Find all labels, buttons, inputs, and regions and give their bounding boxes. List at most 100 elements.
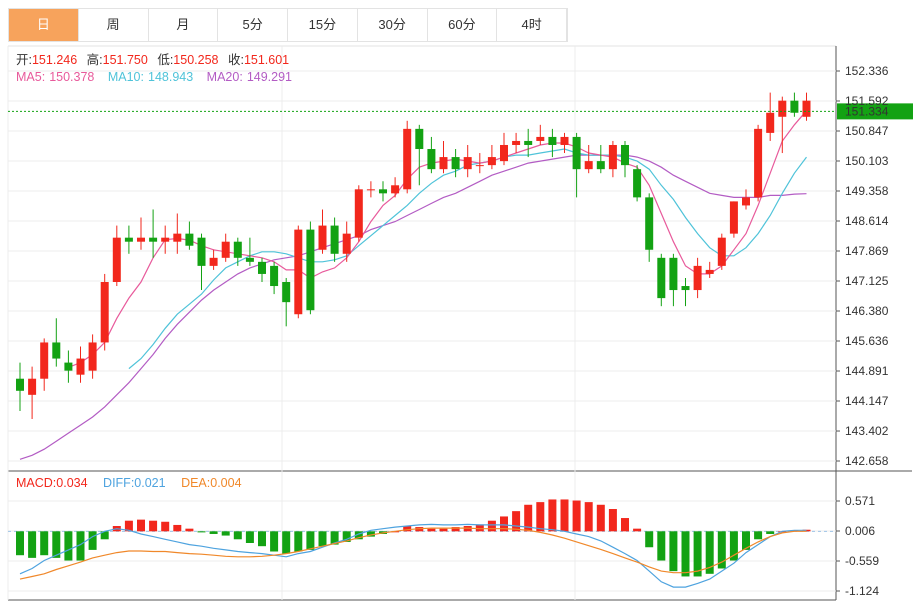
candle-body bbox=[729, 201, 738, 234]
candle-body bbox=[354, 189, 363, 238]
macd-bar bbox=[64, 531, 73, 561]
candle-body bbox=[124, 237, 133, 242]
candle-body bbox=[366, 189, 375, 191]
macd-bar bbox=[306, 531, 315, 550]
candle-body bbox=[270, 265, 279, 287]
candle-body bbox=[245, 257, 254, 262]
candle-body bbox=[645, 197, 654, 250]
price-tick-label: 150.847 bbox=[845, 124, 889, 138]
candle-body bbox=[439, 157, 448, 170]
ma20-line bbox=[19, 154, 807, 460]
candle-body bbox=[221, 241, 230, 258]
candle-body bbox=[621, 144, 629, 166]
price-tick-label: 149.358 bbox=[845, 184, 889, 198]
price-tick-label: 152.336 bbox=[845, 64, 889, 78]
tab-0[interactable]: 日 bbox=[9, 9, 79, 41]
candle-body bbox=[330, 225, 339, 254]
candle-body bbox=[524, 140, 533, 145]
candle-body bbox=[669, 257, 678, 291]
candle-body bbox=[52, 342, 61, 359]
macd-bar bbox=[524, 504, 533, 532]
candle-body bbox=[149, 237, 158, 242]
current-price-label: 151.334 bbox=[845, 104, 889, 118]
price-tick-label: 147.869 bbox=[845, 244, 889, 258]
candle-body bbox=[500, 144, 508, 162]
candle-body bbox=[64, 362, 73, 371]
price-tick-label: 146.380 bbox=[845, 304, 889, 318]
macd-bar bbox=[52, 531, 61, 558]
candle-body bbox=[306, 229, 315, 311]
ma10-line bbox=[128, 148, 807, 370]
macd-bar bbox=[221, 531, 230, 536]
macd-bar bbox=[185, 528, 194, 532]
candle-body bbox=[282, 281, 291, 303]
macd-bar bbox=[342, 531, 351, 542]
candle-body bbox=[802, 100, 811, 117]
macd-bar bbox=[754, 531, 763, 540]
macd-bar bbox=[657, 531, 666, 561]
macd-bar bbox=[197, 531, 206, 533]
macd-tick-label: -1.124 bbox=[845, 584, 879, 598]
price-tick-label: 144.147 bbox=[845, 394, 889, 408]
macd-bar bbox=[354, 531, 363, 540]
candle-body bbox=[112, 237, 121, 282]
current-price-badge bbox=[837, 103, 913, 120]
tab-2[interactable]: 月 bbox=[149, 9, 219, 41]
macd-bar bbox=[439, 528, 448, 532]
tab-7[interactable]: 4时 bbox=[497, 9, 567, 41]
macd-bar bbox=[282, 531, 291, 554]
tab-1[interactable]: 周 bbox=[79, 9, 149, 41]
period-tabs: 日周月 5分 15分 30分 60分 4时 bbox=[8, 8, 568, 42]
candle-body bbox=[475, 165, 484, 167]
macd-bar bbox=[742, 531, 750, 550]
macd-bar bbox=[487, 520, 496, 532]
macd-bar bbox=[40, 531, 49, 556]
macd-bar bbox=[621, 518, 629, 532]
candle-body bbox=[512, 140, 521, 145]
candle-body bbox=[427, 149, 436, 170]
tab-5[interactable]: 30分 bbox=[358, 9, 428, 41]
macd-bar bbox=[451, 527, 460, 532]
candle-body bbox=[608, 144, 617, 170]
macd-bar bbox=[512, 511, 521, 532]
tab-6[interactable]: 60分 bbox=[428, 9, 498, 41]
macd-bar bbox=[705, 531, 714, 574]
macd-bar bbox=[536, 502, 545, 532]
macd-bar bbox=[766, 531, 775, 534]
candle-body bbox=[28, 378, 37, 395]
candle-body bbox=[742, 197, 750, 206]
macd-bar bbox=[161, 521, 170, 532]
price-tick-label: 144.891 bbox=[845, 364, 889, 378]
macd-bar bbox=[137, 519, 145, 532]
macd-bar bbox=[475, 524, 484, 532]
candle-body bbox=[451, 157, 460, 170]
macd-bar bbox=[366, 531, 375, 537]
diff-line bbox=[19, 523, 807, 588]
price-tick-label: 142.658 bbox=[845, 454, 889, 468]
macd-tick-label: -0.559 bbox=[845, 554, 879, 568]
candle-body bbox=[100, 281, 109, 343]
candle-body bbox=[717, 237, 726, 266]
macd-tick-label: 0.571 bbox=[845, 494, 875, 508]
price-tick-label: 148.614 bbox=[845, 214, 889, 228]
tab-3[interactable]: 5分 bbox=[218, 9, 288, 41]
macd-bar bbox=[149, 520, 158, 532]
candle-body bbox=[584, 161, 593, 170]
macd-bar bbox=[560, 499, 569, 532]
macd-bar bbox=[729, 531, 738, 561]
tab-4[interactable]: 15分 bbox=[288, 9, 358, 41]
candle-body bbox=[88, 342, 97, 371]
dea-line bbox=[19, 527, 807, 580]
macd-bar bbox=[173, 524, 182, 532]
candle-body bbox=[294, 229, 303, 315]
candle-body bbox=[693, 265, 702, 291]
candle-body bbox=[487, 157, 496, 166]
macd-bar bbox=[717, 531, 726, 569]
macd-bar bbox=[633, 528, 642, 532]
macd-bar bbox=[258, 531, 266, 547]
macd-bar bbox=[572, 500, 581, 532]
macd-bar bbox=[681, 531, 690, 577]
candle-body bbox=[342, 233, 351, 254]
macd-bar bbox=[548, 499, 557, 532]
macd-bar bbox=[100, 531, 109, 540]
